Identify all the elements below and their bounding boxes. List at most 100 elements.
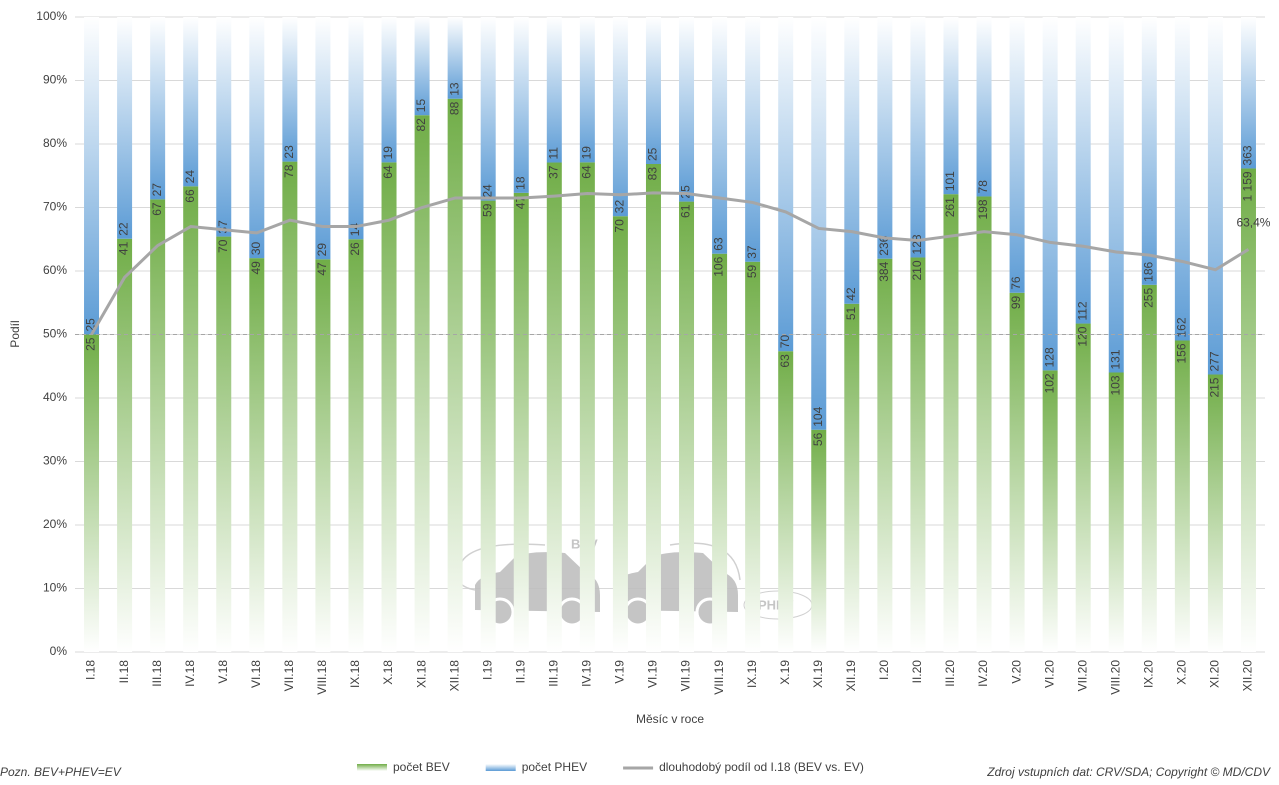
legend-label: počet PHEV bbox=[522, 760, 587, 774]
x-tick-label: VII.20 bbox=[1075, 660, 1089, 692]
bar-segment bbox=[612, 17, 628, 217]
bar-segment bbox=[414, 115, 430, 653]
bar-segment bbox=[84, 17, 100, 335]
data-label: 76 bbox=[1009, 276, 1023, 290]
bar-segment bbox=[1108, 372, 1124, 652]
bar-segment bbox=[381, 17, 397, 163]
bar-segment bbox=[943, 194, 959, 652]
bar-segment bbox=[612, 216, 628, 652]
x-tick-label: IV.19 bbox=[580, 660, 594, 687]
data-label: 384 bbox=[877, 261, 891, 281]
x-tick-label: I.20 bbox=[877, 660, 891, 680]
line-label: 63,4% bbox=[1236, 216, 1270, 230]
bar-segment bbox=[447, 98, 463, 653]
data-label: 162 bbox=[1175, 317, 1189, 337]
x-tick-label: XII.20 bbox=[1241, 660, 1255, 692]
bar-segment bbox=[513, 192, 529, 652]
data-label: 61 bbox=[679, 204, 693, 218]
data-label: 82 bbox=[414, 118, 428, 132]
data-label: 103 bbox=[1108, 375, 1122, 395]
data-label: 19 bbox=[381, 146, 395, 160]
bar-segment bbox=[1174, 17, 1190, 341]
data-label: 63 bbox=[778, 354, 792, 368]
bar-segment bbox=[1240, 168, 1256, 653]
bar-segment bbox=[712, 17, 728, 254]
bar-segment bbox=[579, 17, 595, 163]
data-label: 32 bbox=[613, 200, 627, 214]
data-label: 255 bbox=[1141, 288, 1155, 308]
data-label: 78 bbox=[282, 164, 296, 178]
bar-segment bbox=[315, 259, 331, 652]
bar-segment bbox=[480, 17, 496, 201]
data-label: 112 bbox=[1075, 301, 1089, 320]
x-tick-label: III.19 bbox=[546, 660, 560, 687]
x-tick-label: X.20 bbox=[1175, 660, 1189, 685]
data-label: 261 bbox=[943, 197, 957, 217]
data-label: 186 bbox=[1141, 261, 1155, 281]
x-tick-label: V.19 bbox=[613, 660, 627, 684]
data-label: 83 bbox=[646, 167, 660, 181]
x-tick-label: VI.20 bbox=[1042, 660, 1056, 688]
bar-segment bbox=[976, 17, 992, 197]
data-label: 106 bbox=[712, 256, 726, 276]
bar-segment bbox=[414, 17, 430, 116]
trend-line bbox=[90, 191, 1250, 336]
bar-segment bbox=[249, 17, 265, 259]
bar-segment bbox=[381, 162, 397, 652]
data-label: 101 bbox=[943, 171, 957, 191]
x-tick-label: IX.18 bbox=[348, 660, 362, 688]
data-label: 67 bbox=[150, 202, 164, 216]
data-label: 156 bbox=[1175, 343, 1189, 363]
x-tick-label: V.18 bbox=[216, 660, 230, 684]
data-label: 27 bbox=[150, 183, 164, 197]
y-tick-label: 60% bbox=[43, 263, 67, 277]
data-label: 66 bbox=[183, 189, 197, 203]
x-tick-label: I.19 bbox=[480, 660, 494, 680]
data-label: 30 bbox=[249, 241, 263, 255]
data-label: 59 bbox=[480, 203, 494, 217]
data-label: 23 bbox=[282, 145, 296, 159]
data-label: 29 bbox=[315, 243, 329, 257]
x-tick-label: VII.19 bbox=[679, 660, 693, 692]
bar-segment bbox=[679, 201, 695, 652]
x-tick-label: VI.18 bbox=[249, 660, 263, 688]
bar-segment bbox=[844, 303, 860, 652]
data-label: 131 bbox=[1108, 349, 1122, 369]
x-tick-label: II.18 bbox=[117, 660, 131, 684]
bar-segment bbox=[1141, 17, 1157, 285]
x-tick-label: VI.19 bbox=[646, 660, 660, 688]
bar-segment bbox=[1207, 17, 1223, 375]
x-tick-label: II.20 bbox=[910, 660, 924, 684]
bar-segment bbox=[546, 17, 562, 163]
bar-segment bbox=[1141, 284, 1157, 652]
note: Pozn. BEV+PHEV=EV bbox=[0, 765, 122, 779]
data-label: 59 bbox=[745, 264, 759, 278]
bar-segment bbox=[315, 17, 331, 260]
bar-segment bbox=[976, 196, 992, 652]
data-label: 102 bbox=[1042, 373, 1056, 393]
data-label: 51 bbox=[844, 306, 858, 320]
data-label: 56 bbox=[811, 432, 825, 446]
bar-segment bbox=[1042, 17, 1058, 371]
x-tick-label: VIII.18 bbox=[315, 660, 329, 695]
bar-segment bbox=[282, 17, 298, 162]
bar-segment bbox=[811, 17, 827, 430]
bar-segment bbox=[1009, 17, 1025, 293]
x-tick-label: XI.18 bbox=[414, 660, 428, 688]
x-tick-label: IX.19 bbox=[745, 660, 759, 688]
bar-segment bbox=[1240, 17, 1256, 169]
legend-swatch bbox=[485, 764, 516, 771]
bar-segment bbox=[480, 200, 496, 653]
data-label: 128 bbox=[910, 234, 924, 254]
bar-segment bbox=[513, 17, 529, 193]
data-label: 25 bbox=[646, 147, 660, 161]
bar-segment bbox=[877, 17, 893, 259]
data-label: 1 159 bbox=[1241, 171, 1255, 201]
data-label: 24 bbox=[183, 170, 197, 184]
data-label: 37 bbox=[546, 165, 560, 179]
bar-segment bbox=[910, 17, 926, 258]
bar-segment bbox=[844, 17, 860, 304]
x-tick-label: IV.18 bbox=[183, 660, 197, 687]
data-label: 37 bbox=[745, 245, 759, 259]
bar-segment bbox=[249, 258, 265, 652]
